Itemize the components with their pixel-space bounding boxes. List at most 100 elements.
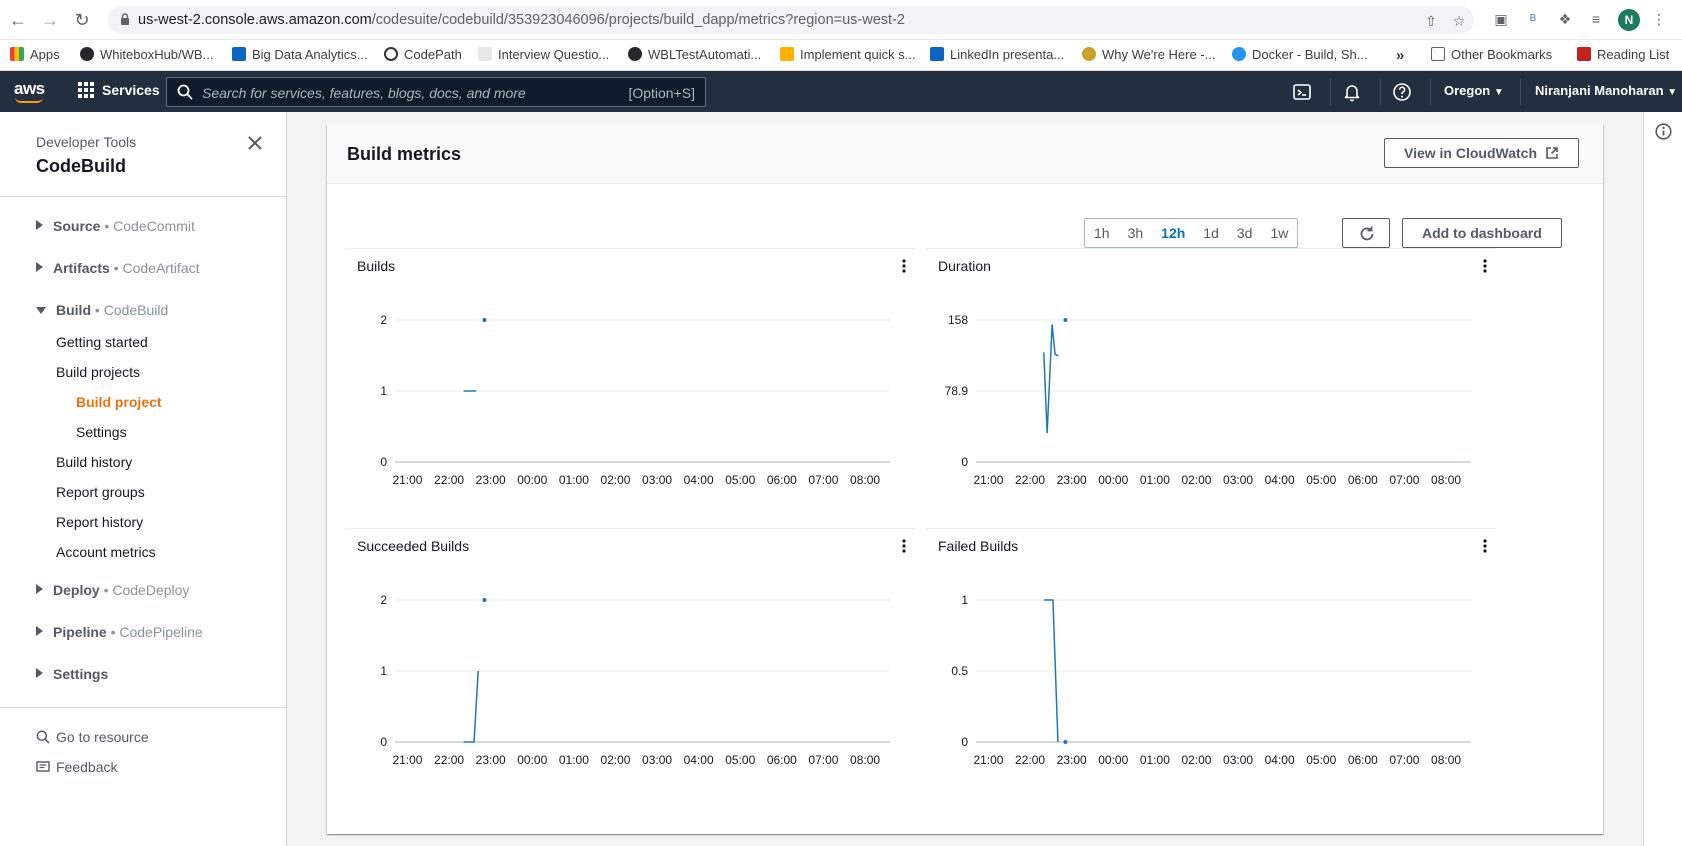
kebab-dot: [1483, 544, 1487, 548]
sidebar-group-deploy[interactable]: Deploy • CodeDeploy: [36, 582, 189, 598]
bookmark-whiteboxhub[interactable]: WhiteboxHub/WB...: [80, 47, 213, 62]
bookmark-interview[interactable]: Interview Questio...: [478, 47, 609, 62]
x-tick-label: 22:00: [434, 473, 464, 487]
range-3d[interactable]: 3d: [1236, 225, 1253, 241]
region-selector[interactable]: Oregon ▼: [1444, 83, 1504, 98]
extension-icon[interactable]: ▣: [1494, 11, 1508, 27]
x-tick-label: 08:00: [1431, 473, 1461, 487]
sidebar-item-report-groups[interactable]: Report groups: [56, 484, 145, 500]
range-1h[interactable]: 1h: [1094, 225, 1110, 241]
sidebar-item-build-projects[interactable]: Build projects: [56, 364, 141, 380]
range-3h[interactable]: 3h: [1127, 225, 1144, 241]
forward-arrow-icon[interactable]: →: [41, 10, 59, 30]
services-menu[interactable]: Services: [78, 82, 160, 98]
share-icon[interactable]: ⇧: [1425, 13, 1437, 29]
x-tick-label: 02:00: [600, 753, 630, 767]
menu-dots-icon[interactable]: ⋮: [1652, 11, 1666, 27]
range-1d[interactable]: 1d: [1203, 225, 1219, 241]
account-menu[interactable]: Niranjani Manoharan ▼: [1535, 83, 1677, 98]
sidebar-group-build[interactable]: Build • CodeBuild: [36, 302, 168, 318]
y-tick-label: 0.5: [951, 664, 968, 678]
close-icon[interactable]: [246, 134, 264, 152]
bookmark-implement[interactable]: Implement quick s...: [780, 47, 916, 62]
puzzle-icon[interactable]: ❖: [1558, 11, 1572, 27]
flame-icon: [780, 47, 794, 61]
star-icon[interactable]: ☆: [1452, 13, 1466, 29]
help-icon[interactable]: [1392, 82, 1412, 102]
panel-header: Build metrics View in CloudWatch: [327, 124, 1603, 184]
sidebar-item-project-settings[interactable]: Settings: [76, 424, 127, 440]
aws-smile-icon: [15, 97, 43, 103]
bookmark-wbltest[interactable]: WBLTestAutomati...: [628, 47, 761, 62]
aws-logo[interactable]: aws: [14, 79, 45, 103]
group-dot: •: [110, 624, 116, 640]
kebab-dot: [902, 549, 906, 553]
feedback-link[interactable]: Feedback: [36, 759, 117, 775]
y-tick-label: 0: [380, 735, 387, 749]
bookmark-label: Interview Questio...: [498, 47, 610, 62]
kebab-dot: [902, 539, 906, 543]
bookmark-reading-list[interactable]: Reading List: [1577, 47, 1669, 62]
sidebar-divider: [0, 196, 287, 197]
group-name: Settings: [53, 666, 109, 682]
back-arrow-icon[interactable]: ←: [9, 10, 27, 30]
x-tick-label: 21:00: [973, 753, 1003, 767]
chart-title: Failed Builds: [938, 538, 1019, 554]
kebab-dot: [902, 259, 906, 263]
sidebar-item-account-metrics[interactable]: Account metrics: [56, 544, 156, 560]
kebab-menu-icon[interactable]: [1482, 258, 1488, 274]
chart-plot: 158 78.9 0 21:00 22:00 23:00 00:00 01:00 02:00 03…: [945, 313, 1471, 487]
sidebar-item-build-project[interactable]: Build project: [76, 394, 162, 410]
bookmarks-bar: Apps WhiteboxHub/WB... Big Data Analytic…: [0, 40, 1682, 71]
data-point: [1063, 318, 1068, 322]
sidebar-item-report-history[interactable]: Report history: [56, 514, 144, 530]
refresh-button[interactable]: [1342, 218, 1390, 248]
add-to-dashboard-button[interactable]: Add to dashboard: [1402, 218, 1562, 248]
aws-logo-text: aws: [14, 79, 45, 98]
bell-icon[interactable]: [1342, 82, 1362, 102]
side-navigation: Developer Tools CodeBuild Source • CodeC…: [0, 112, 287, 846]
bookmark-codepath[interactable]: CodePath: [384, 47, 462, 62]
sidebar-group-source[interactable]: Source • CodeCommit: [36, 218, 195, 234]
kebab-menu-icon[interactable]: [901, 538, 907, 554]
bookmark-why[interactable]: Why We're Here -...: [1082, 47, 1215, 62]
profile-avatar[interactable]: N: [1618, 9, 1640, 31]
sidebar-item-build-history[interactable]: Build history: [56, 454, 133, 470]
go-to-resource-link[interactable]: Go to resource: [36, 729, 149, 745]
bookmark-big-data[interactable]: Big Data Analytics...: [232, 47, 368, 62]
bookmark-linkedin[interactable]: LinkedIn presenta...: [930, 47, 1064, 62]
sidebar-group-pipeline[interactable]: Pipeline • CodePipeline: [36, 624, 203, 640]
sidebar-item-getting-started[interactable]: Getting started: [56, 334, 148, 350]
view-in-cloudwatch-button[interactable]: View in CloudWatch: [1384, 138, 1580, 168]
folder-icon: [1431, 47, 1445, 61]
extension-b-icon[interactable]: B: [1529, 13, 1537, 24]
sidebar-group-artifacts[interactable]: Artifacts • CodeArtifact: [36, 260, 200, 276]
caret-right-icon: [36, 584, 43, 594]
address-bar[interactable]: us-west-2.console.aws.amazon.com/codesui…: [108, 6, 1474, 34]
range-1w[interactable]: 1w: [1270, 225, 1289, 241]
chart-title: Succeeded Builds: [357, 538, 470, 554]
sidebar-group-settings[interactable]: Settings: [36, 666, 108, 682]
data-point: [1063, 740, 1068, 744]
bookmark-other[interactable]: Other Bookmarks: [1431, 47, 1552, 62]
x-tick-label: 07:00: [1389, 473, 1419, 487]
sidebar-title[interactable]: CodeBuild: [36, 156, 126, 176]
x-tick-label: 05:00: [725, 753, 755, 767]
bookmark-docker[interactable]: Docker - Build, Sh...: [1232, 47, 1368, 62]
cloudshell-icon[interactable]: [1292, 82, 1312, 102]
tools-panel: [1643, 112, 1682, 846]
kebab-dot: [1483, 269, 1487, 273]
bookmarks-overflow[interactable]: »: [1396, 47, 1405, 64]
kebab-menu-icon[interactable]: [1482, 538, 1488, 554]
aws-search-input[interactable]: Search for services, features, blogs, do…: [166, 77, 706, 107]
range-12h[interactable]: 12h: [1161, 225, 1186, 241]
info-icon[interactable]: [1655, 123, 1672, 140]
reload-icon[interactable]: ↻: [74, 10, 90, 30]
kebab-menu-icon[interactable]: [901, 258, 907, 274]
data-point: [482, 318, 487, 322]
search-icon: [36, 730, 50, 744]
x-tick-label: 23:00: [476, 473, 506, 487]
bookmark-apps[interactable]: Apps: [10, 47, 60, 62]
media-icon[interactable]: ≡: [1591, 11, 1601, 27]
url-text: us-west-2.console.aws.amazon.com/codesui…: [138, 12, 905, 28]
